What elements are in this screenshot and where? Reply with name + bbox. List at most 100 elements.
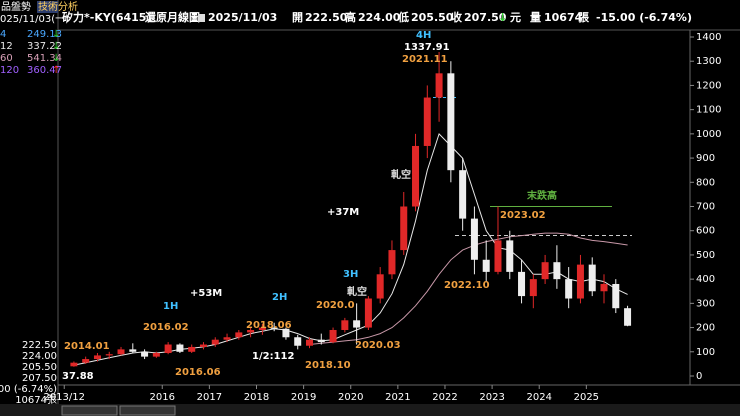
candle-body bbox=[70, 362, 78, 367]
candle-body bbox=[624, 308, 632, 326]
y-tick-label: 0 bbox=[696, 371, 702, 382]
annotation: +37M bbox=[327, 207, 359, 218]
candle-body bbox=[306, 339, 314, 346]
indicator-value: 360.47 bbox=[27, 65, 62, 76]
field-label: 收 bbox=[451, 10, 462, 24]
y-tick-label: 1100 bbox=[696, 105, 721, 116]
x-tick-label: 2016 bbox=[150, 392, 175, 403]
candle-body bbox=[93, 355, 101, 360]
candle-body bbox=[565, 279, 573, 299]
stock-title: 矽力*-KY(6415) bbox=[62, 10, 151, 24]
sidebar-tab[interactable]: 技術分析 bbox=[38, 0, 78, 13]
y-tick-label: 600 bbox=[696, 226, 715, 237]
chart-mode: 還原月線圖 bbox=[145, 10, 200, 24]
y-tick-label: 200 bbox=[696, 323, 715, 334]
candle-body bbox=[518, 271, 526, 297]
sidebar-date: 025/11/03(一) bbox=[0, 14, 69, 25]
annotation: 3H bbox=[343, 269, 358, 280]
annotation: 軋空 bbox=[347, 285, 367, 298]
y-tick-label: 900 bbox=[696, 153, 715, 164]
field-value: 207.50 bbox=[464, 11, 507, 24]
indicator-period: 12 bbox=[0, 41, 13, 52]
x-tick-label: 2020 bbox=[338, 392, 363, 403]
sidebar-quote: 224.00 bbox=[22, 351, 57, 362]
candle-body bbox=[223, 337, 231, 340]
candle-body bbox=[576, 264, 584, 299]
candle-body bbox=[400, 206, 408, 251]
sidebar-quote: -15.00 (-6.74%) bbox=[0, 384, 57, 395]
sidebar-quote: 207.50 bbox=[22, 373, 57, 384]
annotation: 2022.10 bbox=[444, 280, 490, 291]
annotation: 1337.91 bbox=[404, 42, 450, 53]
indicator-value: 249.13 bbox=[27, 29, 62, 40]
volume-label: 量 bbox=[530, 11, 541, 24]
candle-body bbox=[164, 344, 172, 353]
candle-body bbox=[553, 262, 561, 280]
y-tick-label: 1300 bbox=[696, 56, 721, 67]
field-label: 開 bbox=[292, 11, 303, 24]
y-tick-label: 400 bbox=[696, 274, 715, 285]
x-tick-label: 2022 bbox=[432, 392, 457, 403]
sidebar-quote: 205.50 bbox=[22, 362, 57, 373]
indicator-arrow: ↓ bbox=[52, 29, 60, 40]
candle-body bbox=[188, 346, 196, 352]
y-tick-label: 500 bbox=[696, 250, 715, 261]
date-input[interactable] bbox=[61, 405, 118, 416]
indicator-period: 120 bbox=[0, 65, 19, 76]
field-label: 低 bbox=[397, 10, 409, 24]
y-tick-label: 300 bbox=[696, 298, 715, 309]
volume-unit: 張 bbox=[578, 11, 590, 24]
field-value: 224.00 bbox=[358, 11, 401, 24]
annotation: 2018.10 bbox=[305, 360, 351, 371]
sidebar-quote: 10674張 bbox=[15, 394, 57, 406]
sidebar-quote: 222.50 bbox=[22, 340, 57, 351]
candle-body bbox=[470, 218, 478, 260]
candle-body bbox=[141, 351, 149, 357]
candle-body bbox=[282, 328, 290, 338]
x-tick-label: 2023 bbox=[479, 392, 504, 403]
annotation: 2020.0 bbox=[316, 300, 355, 311]
candle-body bbox=[270, 327, 278, 329]
candle-body bbox=[447, 73, 455, 171]
date-input[interactable] bbox=[119, 405, 176, 416]
y-tick-label: 1400 bbox=[696, 32, 721, 43]
candle-body bbox=[376, 274, 384, 299]
field-value: 222.50 bbox=[305, 11, 348, 24]
sidebar-tab[interactable]: 品盤勢 bbox=[1, 0, 31, 13]
candle-body bbox=[176, 344, 184, 352]
x-tick-label: 2021 bbox=[385, 392, 410, 403]
candle-body bbox=[82, 359, 90, 363]
candle-body bbox=[317, 339, 325, 343]
indicator-value: 541.34 bbox=[27, 53, 62, 64]
x-tick-label: 2024 bbox=[526, 392, 551, 403]
y-tick-label: 700 bbox=[696, 202, 715, 213]
candle-body bbox=[588, 264, 596, 292]
y-tick-label: 1000 bbox=[696, 129, 721, 140]
candle-body bbox=[152, 352, 160, 357]
candle-body bbox=[482, 259, 490, 272]
candle-body bbox=[211, 339, 219, 345]
indicator-arrow: ↑ bbox=[52, 65, 60, 76]
quote-date: 2025/11/03 bbox=[208, 11, 277, 24]
header-bar bbox=[0, 0, 740, 30]
candle-body bbox=[506, 240, 514, 272]
annotation: 2023.02 bbox=[500, 210, 546, 221]
annotation: 2016.02 bbox=[143, 322, 189, 333]
candle-body bbox=[105, 354, 113, 356]
candle-body bbox=[600, 283, 608, 292]
candle-body bbox=[294, 337, 302, 346]
field-label: 高 bbox=[345, 10, 356, 24]
indicator-arrow: ↓ bbox=[52, 41, 60, 52]
candle-body bbox=[423, 97, 431, 146]
change-arrow: ↓ bbox=[498, 11, 507, 24]
candle-body bbox=[199, 344, 207, 347]
annotation: 4H bbox=[416, 30, 431, 41]
y-tick-label: 1200 bbox=[696, 80, 721, 91]
x-tick-label: 2017 bbox=[197, 392, 222, 403]
annotation: 2020.03 bbox=[355, 340, 401, 351]
annotation: 2016.06 bbox=[175, 367, 221, 378]
annotation: 1H bbox=[163, 301, 178, 312]
candle-body bbox=[612, 283, 620, 309]
